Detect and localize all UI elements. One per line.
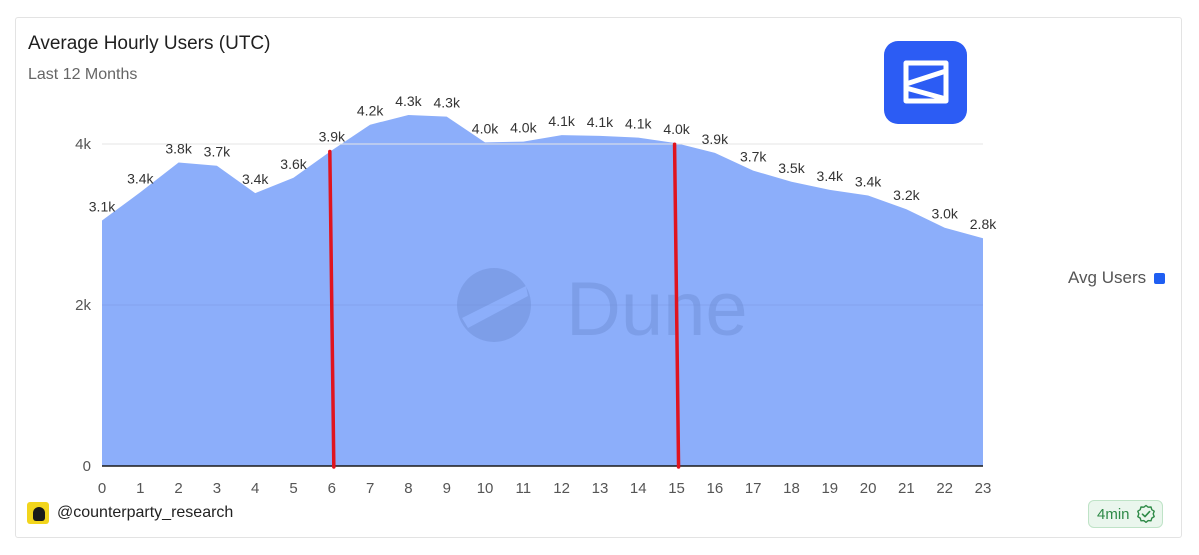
y-tick-label: 2k xyxy=(75,297,91,314)
chart-subtitle: Last 12 Months xyxy=(28,66,138,83)
data-label: 4.0k xyxy=(472,120,499,136)
y-tick-label: 4k xyxy=(75,136,91,153)
x-tick-label: 14 xyxy=(630,480,647,497)
author-tag[interactable]: @counterparty_research xyxy=(27,502,233,524)
x-tick-label: 20 xyxy=(860,480,877,497)
check-badge-icon xyxy=(1136,504,1155,523)
x-tick-label: 1 xyxy=(136,480,144,497)
data-label: 3.5k xyxy=(778,160,805,176)
chart-legend[interactable]: Avg Users xyxy=(1068,268,1166,288)
x-tick-label: 12 xyxy=(553,480,570,497)
data-label: 4.1k xyxy=(625,116,652,132)
legend-label: Avg Users xyxy=(1068,268,1147,287)
x-tick-label: 13 xyxy=(592,480,609,497)
x-tick-label: 21 xyxy=(898,480,915,497)
x-tick-label: 3 xyxy=(213,480,221,497)
data-label: 4.3k xyxy=(434,95,461,111)
data-label: 3.1k xyxy=(89,198,116,214)
data-label: 3.4k xyxy=(127,170,154,186)
data-label: 4.0k xyxy=(663,121,690,137)
x-tick-label: 23 xyxy=(975,480,992,497)
x-tick-label: 18 xyxy=(783,480,800,497)
x-tick-label: 8 xyxy=(404,480,412,497)
x-tick-label: 9 xyxy=(443,480,451,497)
data-label: 4.3k xyxy=(395,93,422,109)
legend-swatch xyxy=(1154,272,1166,284)
dune-logo-stripe xyxy=(462,286,528,328)
data-label: 3.4k xyxy=(855,174,882,190)
data-label: 3.7k xyxy=(204,144,231,160)
data-label: 3.8k xyxy=(165,141,192,157)
data-label: 3.4k xyxy=(242,171,269,187)
x-tick-label: 6 xyxy=(328,480,336,497)
author-handle: @counterparty_research xyxy=(57,504,234,521)
dune-watermark: Dune xyxy=(457,267,748,352)
x-tick-label: 10 xyxy=(477,480,494,497)
annotation-line xyxy=(672,142,681,469)
data-label: 2.8k xyxy=(970,216,997,232)
data-label: 4.1k xyxy=(548,113,575,129)
data-label: 3.7k xyxy=(740,149,767,165)
annotation-line xyxy=(328,149,336,469)
data-label: 4.0k xyxy=(510,120,537,136)
avatar-icon xyxy=(27,502,49,524)
data-label: 3.9k xyxy=(319,128,346,144)
x-tick-label: 22 xyxy=(936,480,953,497)
x-tick-label: 17 xyxy=(745,480,762,497)
x-tick-label: 16 xyxy=(707,480,724,497)
y-tick-label: 0 xyxy=(83,458,91,475)
refresh-badge[interactable]: 4min xyxy=(1088,500,1163,528)
data-label: 3.0k xyxy=(931,206,958,222)
x-tick-label: 4 xyxy=(251,480,259,497)
x-tick-label: 0 xyxy=(98,480,106,497)
x-tick-label: 7 xyxy=(366,480,374,497)
data-label: 3.6k xyxy=(280,156,307,172)
layers-logo-icon xyxy=(884,41,967,124)
x-tick-label: 19 xyxy=(821,480,838,497)
x-tick-label: 5 xyxy=(289,480,297,497)
badge-label: 4min xyxy=(1097,505,1130,523)
chart-title: Average Hourly Users (UTC) xyxy=(28,33,271,54)
data-label: 3.2k xyxy=(893,187,920,203)
data-label: 4.1k xyxy=(587,114,614,130)
data-label: 3.4k xyxy=(817,168,844,184)
data-label: 4.2k xyxy=(357,103,384,119)
watermark-text: Dune xyxy=(566,267,748,352)
x-tick-label: 15 xyxy=(668,480,685,497)
area-series-fill xyxy=(102,115,983,466)
x-tick-label: 2 xyxy=(174,480,182,497)
data-label: 3.9k xyxy=(702,131,729,147)
x-tick-label: 11 xyxy=(516,480,532,497)
